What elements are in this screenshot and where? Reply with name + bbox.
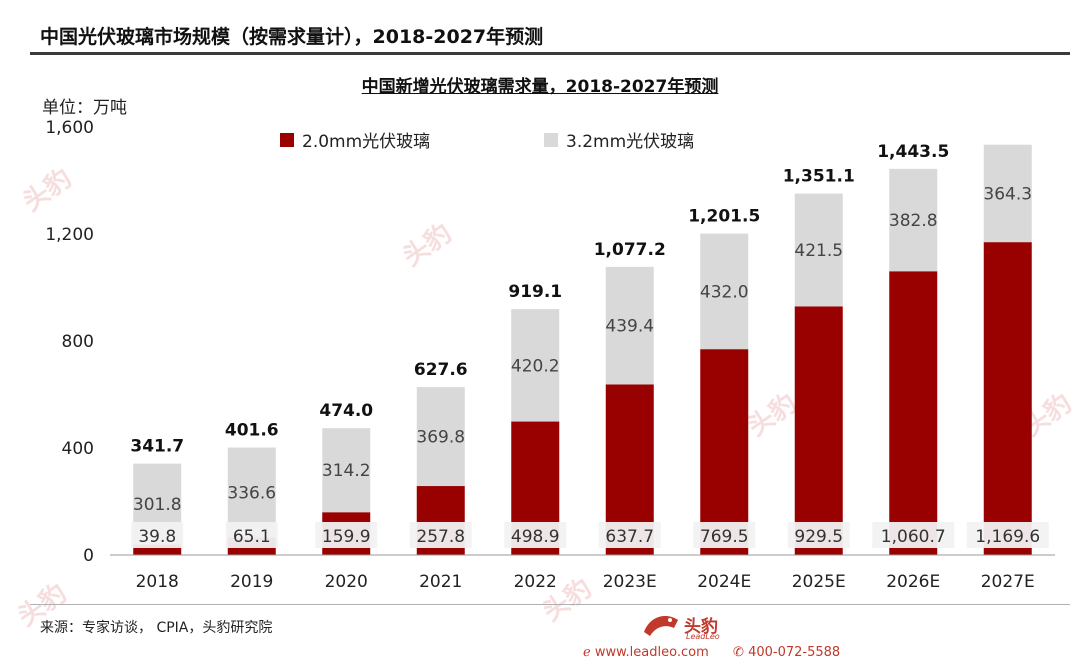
x-tick-label: 2020	[325, 572, 368, 592]
bar-32mm	[700, 233, 749, 350]
data-label-32mm: 314.2	[322, 461, 371, 481]
x-tick-label: 2019	[230, 572, 273, 592]
bar-2mm	[700, 349, 749, 555]
phone-icon: ✆	[733, 645, 744, 660]
total-label: 1,351.1	[783, 167, 855, 187]
total-label: 1,201.5	[688, 207, 760, 227]
legend-label-2mm: 2.0mm光伏玻璃	[302, 132, 430, 152]
data-label-32mm: 369.8	[416, 428, 465, 448]
x-tick-label: 2027E	[981, 572, 1035, 592]
data-label-2mm: 257.8	[416, 527, 465, 547]
bar-32mm	[322, 428, 371, 513]
data-label-32mm: 420.2	[511, 356, 560, 376]
label-chip	[598, 522, 661, 548]
web-icon: ℯ	[583, 645, 591, 660]
label-chip	[225, 522, 278, 548]
y-tick-label: 1,600	[45, 118, 94, 138]
bar-2mm	[133, 544, 182, 555]
bar-32mm	[983, 144, 1032, 243]
contact-bar: ℯ www.leadleo.com ✆ 400-072-5588	[583, 645, 840, 660]
bar-32mm	[605, 266, 654, 385]
unit-label: 单位：万吨	[42, 98, 127, 118]
label-chip	[787, 522, 850, 548]
label-chip	[504, 522, 567, 548]
legend-swatch-32mm	[544, 133, 558, 147]
footer-divider	[30, 604, 1070, 605]
x-tick-label: 2026E	[886, 572, 940, 592]
data-label-2mm: 929.5	[794, 527, 843, 547]
chart-title-wrap: 中国新增光伏玻璃需求量，2018-2027年预测	[0, 72, 1080, 97]
y-tick-label: 400	[62, 439, 94, 459]
y-tick-label: 0	[83, 546, 94, 566]
phone-number: 400-072-5588	[748, 645, 841, 660]
total-label: 1,443.5	[877, 142, 949, 162]
legend: 2.0mm光伏玻璃 3.2mm光伏玻璃	[280, 132, 694, 152]
y-tick-label: 800	[62, 332, 94, 352]
bar-2mm	[889, 271, 938, 555]
data-label-2mm: 159.9	[322, 527, 371, 547]
legend-label-32mm: 3.2mm光伏玻璃	[566, 132, 694, 152]
stacked-bar-chart: 2.0mm光伏玻璃 3.2mm光伏玻璃 0 400 800 1,200 1,600 39…	[45, 118, 1055, 592]
data-label-2mm: 1,169.6	[975, 527, 1040, 547]
data-label-32mm: 336.6	[227, 484, 276, 504]
data-label-32mm: 421.5	[794, 241, 843, 261]
data-label-2mm: 498.9	[511, 527, 560, 547]
bar-32mm	[889, 168, 938, 272]
x-tick-label: 2021	[419, 572, 462, 592]
x-tick-label: 2025E	[792, 572, 846, 592]
y-axis: 0 400 800 1,200 1,600	[45, 118, 94, 566]
data-label-2mm: 1,060.7	[881, 527, 946, 547]
data-labels: 39.8 301.8 341.7 65.1 336.6 401.6 159.9 314.2 47…	[130, 142, 1049, 548]
leopard-logo-icon	[644, 616, 678, 636]
label-chip	[409, 522, 472, 548]
data-label-2mm: 637.7	[605, 527, 654, 547]
data-label-32mm: 301.8	[133, 495, 182, 515]
y-tick-label: 1,200	[45, 225, 94, 245]
bar-32mm	[416, 387, 465, 487]
brand-subname: LeadLeo	[686, 632, 720, 641]
x-tick-label: 2018	[136, 572, 179, 592]
bar-2mm	[794, 306, 843, 555]
x-tick-label: 2023E	[603, 572, 657, 592]
bar-32mm	[794, 193, 843, 307]
data-label-2mm: 39.8	[138, 527, 176, 547]
label-chip	[131, 522, 184, 548]
page-title: 中国光伏玻璃市场规模（按需求量计），2018-2027年预测	[40, 26, 544, 48]
x-axis: 2018 2019 2020 2021 2022 2023E 2024E 2025E 2026E…	[110, 554, 1055, 592]
bar-2mm	[983, 242, 1032, 555]
source-note: 来源：专家访谈， CPIA，头豹研究院	[40, 620, 273, 636]
total-label: 401.6	[225, 421, 279, 441]
total-label: 341.7	[130, 437, 184, 457]
total-label: 1,077.2	[594, 240, 666, 260]
title-divider	[30, 52, 1070, 55]
x-tick-label: 2022	[514, 572, 557, 592]
data-label-32mm: 439.4	[605, 317, 654, 337]
bar-32mm	[511, 309, 560, 422]
x-tick-label: 2024E	[697, 572, 751, 592]
label-chip	[872, 522, 955, 548]
label-chip	[693, 522, 756, 548]
data-label-2mm: 65.1	[233, 527, 271, 547]
data-label-32mm: 364.3	[983, 184, 1032, 204]
label-chip	[315, 522, 378, 548]
data-label-32mm: 432.0	[700, 282, 749, 302]
chart-title: 中国新增光伏玻璃需求量，2018-2027年预测	[361, 77, 719, 97]
data-label-32mm: 382.8	[889, 211, 938, 231]
website-link[interactable]: www.leadleo.com	[594, 645, 709, 660]
brand-name: 头豹	[684, 617, 718, 637]
label-chip	[966, 522, 1049, 548]
total-label: 627.6	[414, 360, 468, 380]
data-label-2mm: 769.5	[700, 527, 749, 547]
total-label: 919.1	[508, 282, 562, 302]
total-label: 474.0	[319, 401, 373, 421]
legend-swatch-2mm	[280, 133, 294, 147]
